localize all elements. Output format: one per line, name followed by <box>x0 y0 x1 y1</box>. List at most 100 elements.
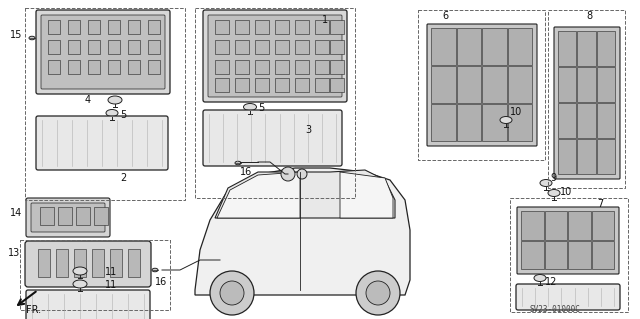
Bar <box>68 20 80 34</box>
FancyBboxPatch shape <box>203 110 342 166</box>
Text: 11: 11 <box>105 267 117 277</box>
Bar <box>128 249 140 277</box>
FancyBboxPatch shape <box>554 27 620 179</box>
Bar <box>74 249 86 277</box>
Bar <box>596 31 615 66</box>
FancyBboxPatch shape <box>517 207 619 274</box>
Bar <box>315 20 329 34</box>
Text: 13: 13 <box>8 248 20 258</box>
FancyBboxPatch shape <box>516 284 620 310</box>
Polygon shape <box>217 172 300 218</box>
Bar <box>431 28 456 65</box>
Bar <box>591 211 614 240</box>
Bar <box>235 78 249 92</box>
Bar <box>255 20 269 34</box>
Ellipse shape <box>548 189 560 197</box>
Bar <box>56 249 68 277</box>
Bar <box>558 31 577 66</box>
Bar <box>110 249 122 277</box>
Bar <box>295 60 309 74</box>
Bar <box>215 60 229 74</box>
Bar <box>568 241 591 269</box>
Bar <box>94 207 108 225</box>
Circle shape <box>297 169 307 179</box>
Bar <box>48 20 60 34</box>
Text: 10: 10 <box>510 107 522 117</box>
Bar <box>88 40 100 54</box>
Text: 7: 7 <box>597 199 604 209</box>
Bar <box>128 20 140 34</box>
Bar <box>558 67 577 102</box>
Bar <box>255 40 269 54</box>
Ellipse shape <box>534 275 546 281</box>
Bar <box>108 20 120 34</box>
Bar <box>68 40 80 54</box>
Ellipse shape <box>29 36 35 40</box>
Bar <box>58 207 72 225</box>
Text: 3: 3 <box>305 125 311 135</box>
Text: 5: 5 <box>258 103 264 113</box>
Bar <box>456 66 481 103</box>
Polygon shape <box>195 168 410 295</box>
Bar <box>48 40 60 54</box>
Text: 4: 4 <box>85 95 91 105</box>
Bar <box>275 20 289 34</box>
Bar <box>128 60 140 74</box>
Text: 1: 1 <box>322 15 328 25</box>
Bar <box>255 60 269 74</box>
Text: 14: 14 <box>10 208 22 218</box>
Bar <box>255 78 269 92</box>
Bar <box>558 139 577 174</box>
Bar <box>68 60 80 74</box>
Bar <box>235 60 249 74</box>
Bar <box>330 60 344 74</box>
Bar <box>275 60 289 74</box>
Ellipse shape <box>106 109 118 116</box>
Bar <box>295 78 309 92</box>
Bar <box>596 103 615 138</box>
Bar <box>508 28 532 65</box>
Bar <box>330 20 344 34</box>
FancyBboxPatch shape <box>41 15 165 89</box>
Bar <box>128 40 140 54</box>
Bar <box>38 249 50 277</box>
Polygon shape <box>340 172 393 218</box>
Bar <box>235 40 249 54</box>
FancyBboxPatch shape <box>203 10 347 102</box>
Bar <box>577 67 596 102</box>
Text: 10: 10 <box>560 187 572 197</box>
Bar <box>456 104 481 141</box>
Circle shape <box>220 281 244 305</box>
Text: 16: 16 <box>155 277 167 287</box>
Text: 6: 6 <box>442 11 448 21</box>
Bar <box>108 60 120 74</box>
Text: 15: 15 <box>10 30 22 40</box>
FancyBboxPatch shape <box>36 116 168 170</box>
Bar <box>330 78 344 92</box>
Bar <box>521 211 543 240</box>
Ellipse shape <box>540 180 552 187</box>
Bar <box>215 40 229 54</box>
Text: 9: 9 <box>550 173 556 183</box>
Bar <box>596 67 615 102</box>
Bar <box>596 139 615 174</box>
Text: 2: 2 <box>120 173 126 183</box>
Text: 11: 11 <box>105 280 117 290</box>
Circle shape <box>366 281 390 305</box>
Polygon shape <box>215 170 395 218</box>
Bar <box>568 211 591 240</box>
Bar <box>456 28 481 65</box>
Bar <box>215 20 229 34</box>
Bar <box>508 104 532 141</box>
Bar <box>315 60 329 74</box>
Bar <box>545 241 567 269</box>
Circle shape <box>356 271 400 315</box>
Text: 8: 8 <box>586 11 592 21</box>
Bar <box>76 207 90 225</box>
Bar <box>482 66 506 103</box>
Bar <box>108 40 120 54</box>
Bar <box>482 104 506 141</box>
Bar <box>521 241 543 269</box>
Bar <box>275 40 289 54</box>
Bar <box>235 20 249 34</box>
